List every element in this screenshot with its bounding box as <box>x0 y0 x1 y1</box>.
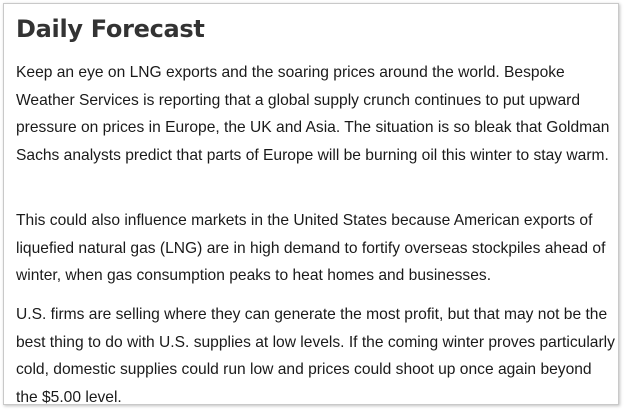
page-title: Daily Forecast <box>16 15 205 43</box>
forecast-card: Daily Forecast Keep an eye on LNG export… <box>3 3 619 405</box>
article-paragraph-2: This could also influence markets in the… <box>16 212 606 284</box>
article-paragraph-1: Keep an eye on LNG exports and the soari… <box>16 64 610 164</box>
article-paragraph-3: U.S. firms are selling where they can ge… <box>16 306 615 405</box>
